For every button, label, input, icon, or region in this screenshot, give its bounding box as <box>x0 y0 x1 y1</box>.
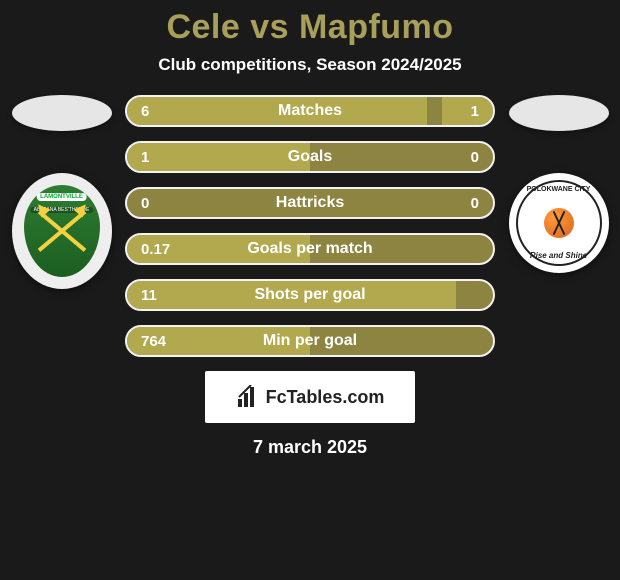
stat-bar-goals-per-match: 0.17 Goals per match <box>125 233 495 265</box>
main-row: LAMONTVILLE ABAFANA BES'THENDE 6 Matches 1… <box>0 95 620 357</box>
date-label: 7 march 2025 <box>0 437 620 458</box>
stat-bar-min-per-goal: 764 Min per goal <box>125 325 495 357</box>
player-right-silhouette <box>509 95 609 131</box>
stat-bar-hattricks: 0 Hattricks 0 <box>125 187 495 219</box>
stat-bar-shots-per-goal: 11 Shots per goal <box>125 279 495 311</box>
stat-label: Shots per goal <box>254 286 365 304</box>
stat-right-value: 0 <box>471 149 479 166</box>
arrows-icon <box>38 207 86 255</box>
stat-right-value: 1 <box>471 103 479 120</box>
stat-bar-goals: 1 Goals 0 <box>125 141 495 173</box>
stat-left-value: 0.17 <box>141 241 170 258</box>
crest-left-banner-top: LAMONTVILLE <box>36 193 87 201</box>
bars-icon <box>236 385 260 409</box>
subtitle: Club competitions, Season 2024/2025 <box>0 55 620 75</box>
ball-icon <box>544 208 574 238</box>
polokwane-city-crest: POLOKWANE CITY Rise and Shine <box>509 173 609 273</box>
stat-left-value: 764 <box>141 333 166 350</box>
crest-right-bottom-text: Rise and Shine <box>530 251 587 260</box>
stat-left-value: 0 <box>141 195 149 212</box>
stats-column: 6Matches11Goals00Hattricks00.17Goals per… <box>125 95 495 357</box>
stat-left-value: 1 <box>141 149 149 166</box>
crest-right-top-text: POLOKWANE CITY <box>527 186 591 193</box>
golden-arrows-crest: LAMONTVILLE ABAFANA BES'THENDE <box>12 173 112 289</box>
stat-label: Matches <box>278 102 342 120</box>
page-title: Cele vs Mapfumo <box>0 8 620 47</box>
player-left-silhouette <box>12 95 112 131</box>
stat-fill-right <box>442 97 493 125</box>
fctables-label: FcTables.com <box>266 387 385 408</box>
right-player-column: POLOKWANE CITY Rise and Shine <box>505 95 612 273</box>
stat-label: Hattricks <box>276 194 344 212</box>
stat-label: Goals per match <box>247 240 372 258</box>
stat-right-value: 0 <box>471 195 479 212</box>
stat-left-value: 6 <box>141 103 149 120</box>
fctables-watermark: FcTables.com <box>205 371 415 423</box>
stat-fill-left <box>127 143 310 171</box>
stat-label: Min per goal <box>263 332 357 350</box>
stat-label: Goals <box>288 148 332 166</box>
stat-left-value: 11 <box>141 287 157 304</box>
left-player-column: LAMONTVILLE ABAFANA BES'THENDE <box>8 95 115 289</box>
stat-bar-matches: 6 Matches 1 <box>125 95 495 127</box>
